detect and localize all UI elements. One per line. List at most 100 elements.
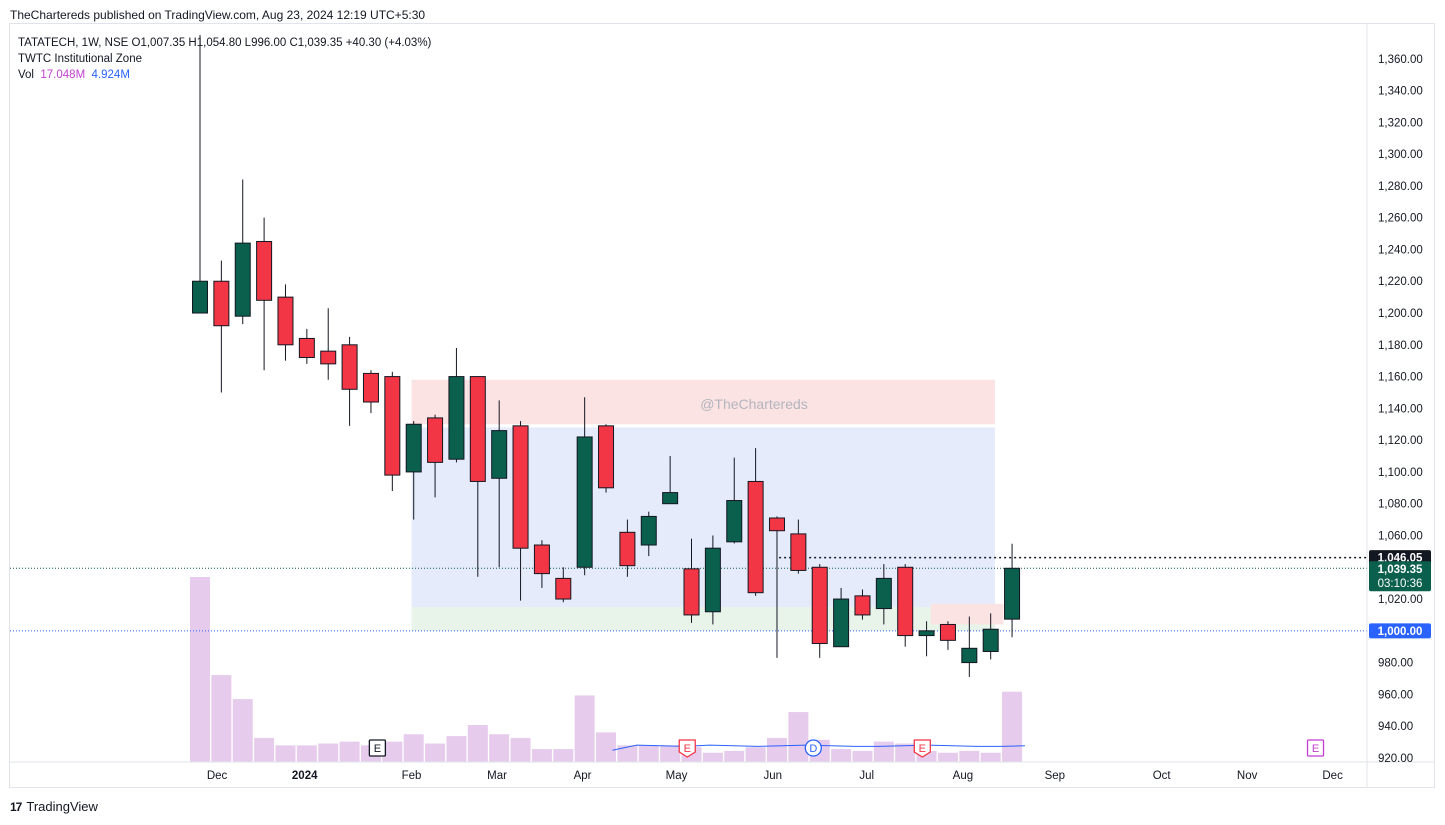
event-badge-circle (804, 739, 822, 757)
price-axis-tag: 1,039.35 03:10:36 (1369, 561, 1431, 592)
candle-body-up (491, 430, 508, 479)
candle-body-down (747, 480, 764, 594)
candle-body-down (384, 376, 401, 476)
volume-legend[interactable]: Vol 17.048M 4.924M (18, 67, 431, 83)
volume-bar (531, 749, 552, 762)
price-tick-label: 1,060.00 (1378, 530, 1423, 542)
candle-body-down (512, 425, 529, 549)
volume-bar (724, 750, 745, 762)
candle-body-up (704, 547, 721, 613)
volume-bar (232, 699, 253, 762)
candle (939, 621, 956, 650)
symbol-ohlc-line[interactable]: TATATECH, 1W, NSE O1,007.35 H1,054.80 L9… (18, 37, 432, 49)
candle-body-down (598, 425, 615, 489)
price-tag-bg (1369, 623, 1431, 639)
volume-bar (745, 747, 766, 762)
volume-bar (275, 745, 296, 762)
candle (576, 397, 593, 576)
time-tick-label: Aug (953, 770, 973, 782)
event-marker-e: E (678, 739, 696, 758)
volume-bar (190, 577, 210, 762)
candle (598, 424, 615, 493)
candle (619, 519, 636, 577)
price-tick-label: 940.00 (1378, 721, 1413, 733)
volume-bar (788, 712, 809, 762)
indicator-name[interactable]: TWTC Institutional Zone (18, 53, 142, 65)
candle-body-up (662, 492, 679, 505)
candle (491, 400, 508, 568)
candle-body-down (256, 241, 273, 301)
candle-body-up (405, 423, 422, 473)
volume-bar (916, 750, 937, 762)
price-tick-label: 1,240.00 (1378, 244, 1423, 256)
candle (298, 328, 315, 364)
candle (277, 284, 294, 361)
candle-body-up (1004, 567, 1021, 620)
chart-frame (9, 23, 1435, 788)
volume-bar (660, 745, 681, 762)
event-marker-d: D (804, 739, 822, 757)
candle-body-down (939, 623, 956, 641)
price-tag-value: 1,000.00 (1378, 626, 1423, 638)
volume-bar (852, 750, 873, 762)
candle (427, 414, 444, 498)
tradingview-logo-icon: 17 (10, 799, 22, 814)
candle-body-up (875, 577, 892, 610)
volume-bar (766, 737, 787, 762)
zone-supply (411, 379, 995, 425)
volume-bar (489, 734, 510, 762)
tradingview-branding[interactable]: 17 TradingView (10, 799, 98, 814)
candle (234, 179, 251, 325)
volume-bar (339, 741, 360, 762)
candle (768, 516, 785, 658)
volume-bar (617, 745, 638, 762)
volume-ma-value: 4.924M (91, 69, 130, 81)
time-tick-label: May (666, 770, 688, 782)
price-tick-label: 1,340.00 (1378, 86, 1423, 98)
candle-body-up (234, 242, 251, 317)
lines-layer (10, 556, 1367, 632)
candle-body-down (768, 517, 785, 532)
volume-bar (211, 675, 232, 762)
price-tick-label: 920.00 (1378, 753, 1413, 765)
event-label: E (919, 743, 926, 755)
candles-layer (192, 34, 1021, 677)
candle-body-down (320, 350, 337, 365)
price-tick-label: 1,100.00 (1378, 467, 1423, 479)
candle-body-up (961, 647, 978, 664)
price-tick-label: 1,320.00 (1378, 117, 1423, 129)
volume-bar (980, 752, 1001, 762)
candle (555, 567, 572, 603)
candle (320, 308, 337, 380)
price-tick-label: 1,180.00 (1378, 340, 1423, 352)
candle-body-down (533, 544, 550, 575)
candle (213, 260, 230, 393)
candle (405, 421, 422, 520)
candle (790, 519, 807, 574)
candle-body-up (726, 500, 743, 543)
brand-name: TradingView (26, 799, 98, 814)
time-tick-label: Jun (763, 770, 782, 782)
price-tick-label: 1,280.00 (1378, 181, 1423, 193)
event-label: D (809, 743, 817, 755)
candle-body-up (982, 628, 999, 652)
volume-bar (296, 745, 317, 762)
event-badge-square (368, 739, 387, 757)
volume-layer (190, 577, 1025, 762)
price-tick-label: 1,140.00 (1378, 403, 1423, 415)
candle-body-down (469, 376, 486, 482)
candle (341, 336, 358, 426)
chart-legend: TATATECH, 1W, NSE O1,007.35 H1,054.80 L9… (18, 35, 431, 83)
price-tick-label: 980.00 (1378, 658, 1413, 670)
candle-body-down (213, 280, 230, 327)
candle (683, 538, 700, 623)
volume-bar (553, 749, 574, 762)
price-tick-label: 1,220.00 (1378, 276, 1423, 288)
candle (362, 370, 379, 414)
time-tick-label: Jul (859, 770, 874, 782)
candle (961, 616, 978, 677)
zone-demand-low (411, 606, 995, 631)
candle (704, 535, 721, 625)
